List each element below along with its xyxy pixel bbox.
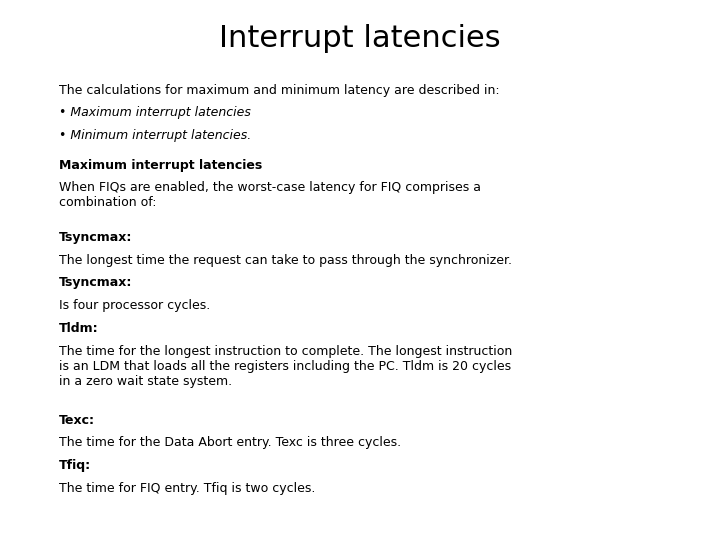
Text: The time for the longest instruction to complete. The longest instruction
is an : The time for the longest instruction to … xyxy=(59,345,513,388)
Text: Tsyncmax:: Tsyncmax: xyxy=(59,231,132,244)
Text: Tfiq:: Tfiq: xyxy=(59,459,91,472)
Text: Is four processor cycles.: Is four processor cycles. xyxy=(59,299,210,312)
Text: • Minimum interrupt latencies.: • Minimum interrupt latencies. xyxy=(59,129,251,142)
Text: When FIQs are enabled, the worst-case latency for FIQ comprises a
combination of: When FIQs are enabled, the worst-case la… xyxy=(59,181,481,210)
Text: The time for the Data Abort entry. Texc is three cycles.: The time for the Data Abort entry. Texc … xyxy=(59,436,401,449)
Text: The calculations for maximum and minimum latency are described in:: The calculations for maximum and minimum… xyxy=(59,84,500,97)
Text: Tldm:: Tldm: xyxy=(59,322,99,335)
Text: The time for FIQ entry. Tfiq is two cycles.: The time for FIQ entry. Tfiq is two cycl… xyxy=(59,482,315,495)
Text: Tsyncmax:: Tsyncmax: xyxy=(59,276,132,289)
Text: The longest time the request can take to pass through the synchronizer.: The longest time the request can take to… xyxy=(59,254,512,267)
Text: Texc:: Texc: xyxy=(59,414,95,427)
Text: • Maximum interrupt latencies: • Maximum interrupt latencies xyxy=(59,106,251,119)
Text: Interrupt latencies: Interrupt latencies xyxy=(219,24,501,53)
Text: Maximum interrupt latencies: Maximum interrupt latencies xyxy=(59,159,262,172)
